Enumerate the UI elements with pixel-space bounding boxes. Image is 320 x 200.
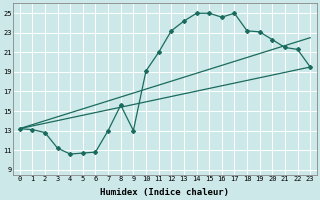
X-axis label: Humidex (Indice chaleur): Humidex (Indice chaleur) — [100, 188, 229, 197]
